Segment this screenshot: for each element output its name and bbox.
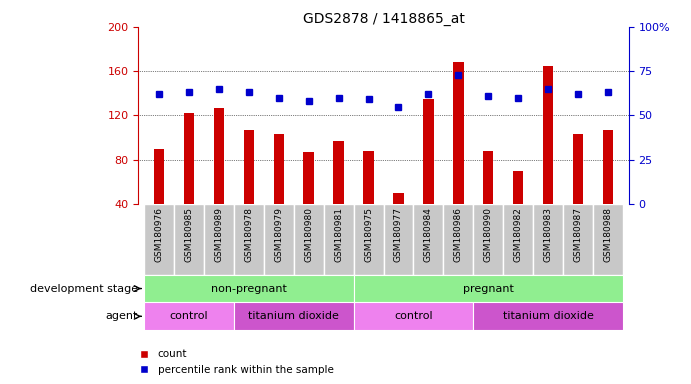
Bar xyxy=(593,204,623,275)
Bar xyxy=(303,152,314,204)
Bar xyxy=(573,134,583,204)
Bar xyxy=(323,204,354,275)
Bar xyxy=(384,204,413,275)
Bar xyxy=(144,204,174,275)
Text: GSM180982: GSM180982 xyxy=(513,207,522,262)
Bar xyxy=(144,303,234,330)
Text: GSM180987: GSM180987 xyxy=(574,207,583,262)
Bar xyxy=(333,141,344,204)
Text: GSM180978: GSM180978 xyxy=(245,207,254,262)
Bar xyxy=(483,151,493,204)
Bar xyxy=(174,204,204,275)
Text: GSM180983: GSM180983 xyxy=(544,207,553,262)
Bar xyxy=(473,204,503,275)
Text: control: control xyxy=(394,311,433,321)
Bar xyxy=(453,62,464,204)
Text: GSM180981: GSM180981 xyxy=(334,207,343,262)
Text: GSM180975: GSM180975 xyxy=(364,207,373,262)
Text: pregnant: pregnant xyxy=(463,283,513,293)
Text: non-pregnant: non-pregnant xyxy=(211,283,287,293)
Bar xyxy=(354,303,473,330)
Text: GSM180977: GSM180977 xyxy=(394,207,403,262)
Text: GSM180976: GSM180976 xyxy=(155,207,164,262)
Bar xyxy=(154,149,164,204)
Bar xyxy=(244,130,254,204)
Bar xyxy=(144,275,354,303)
Bar xyxy=(363,151,374,204)
Bar xyxy=(354,204,384,275)
Bar xyxy=(533,204,563,275)
Text: GSM180985: GSM180985 xyxy=(184,207,193,262)
Title: GDS2878 / 1418865_at: GDS2878 / 1418865_at xyxy=(303,12,464,26)
Text: GSM180984: GSM180984 xyxy=(424,207,433,262)
Bar xyxy=(513,170,523,204)
Bar xyxy=(543,66,553,204)
Text: GSM180979: GSM180979 xyxy=(274,207,283,262)
Bar xyxy=(444,204,473,275)
Bar xyxy=(234,204,264,275)
Bar xyxy=(563,204,593,275)
Bar xyxy=(354,275,623,303)
Bar xyxy=(423,99,434,204)
Bar xyxy=(214,108,224,204)
Bar xyxy=(473,303,623,330)
Text: development stage: development stage xyxy=(30,283,138,293)
Bar xyxy=(503,204,533,275)
Bar xyxy=(294,204,323,275)
Text: GSM180990: GSM180990 xyxy=(484,207,493,262)
Text: titanium dioxide: titanium dioxide xyxy=(502,311,594,321)
Bar xyxy=(184,113,194,204)
Bar xyxy=(204,204,234,275)
Bar xyxy=(393,193,404,204)
Text: GSM180988: GSM180988 xyxy=(603,207,612,262)
Bar xyxy=(234,303,354,330)
Text: GSM180986: GSM180986 xyxy=(454,207,463,262)
Text: GSM180989: GSM180989 xyxy=(214,207,223,262)
Text: titanium dioxide: titanium dioxide xyxy=(248,311,339,321)
Bar xyxy=(274,134,284,204)
Text: control: control xyxy=(170,311,209,321)
Bar xyxy=(413,204,444,275)
Text: GSM180980: GSM180980 xyxy=(304,207,313,262)
Bar xyxy=(264,204,294,275)
Bar xyxy=(603,130,613,204)
Legend: count, percentile rank within the sample: count, percentile rank within the sample xyxy=(130,345,338,379)
Text: agent: agent xyxy=(106,311,138,321)
